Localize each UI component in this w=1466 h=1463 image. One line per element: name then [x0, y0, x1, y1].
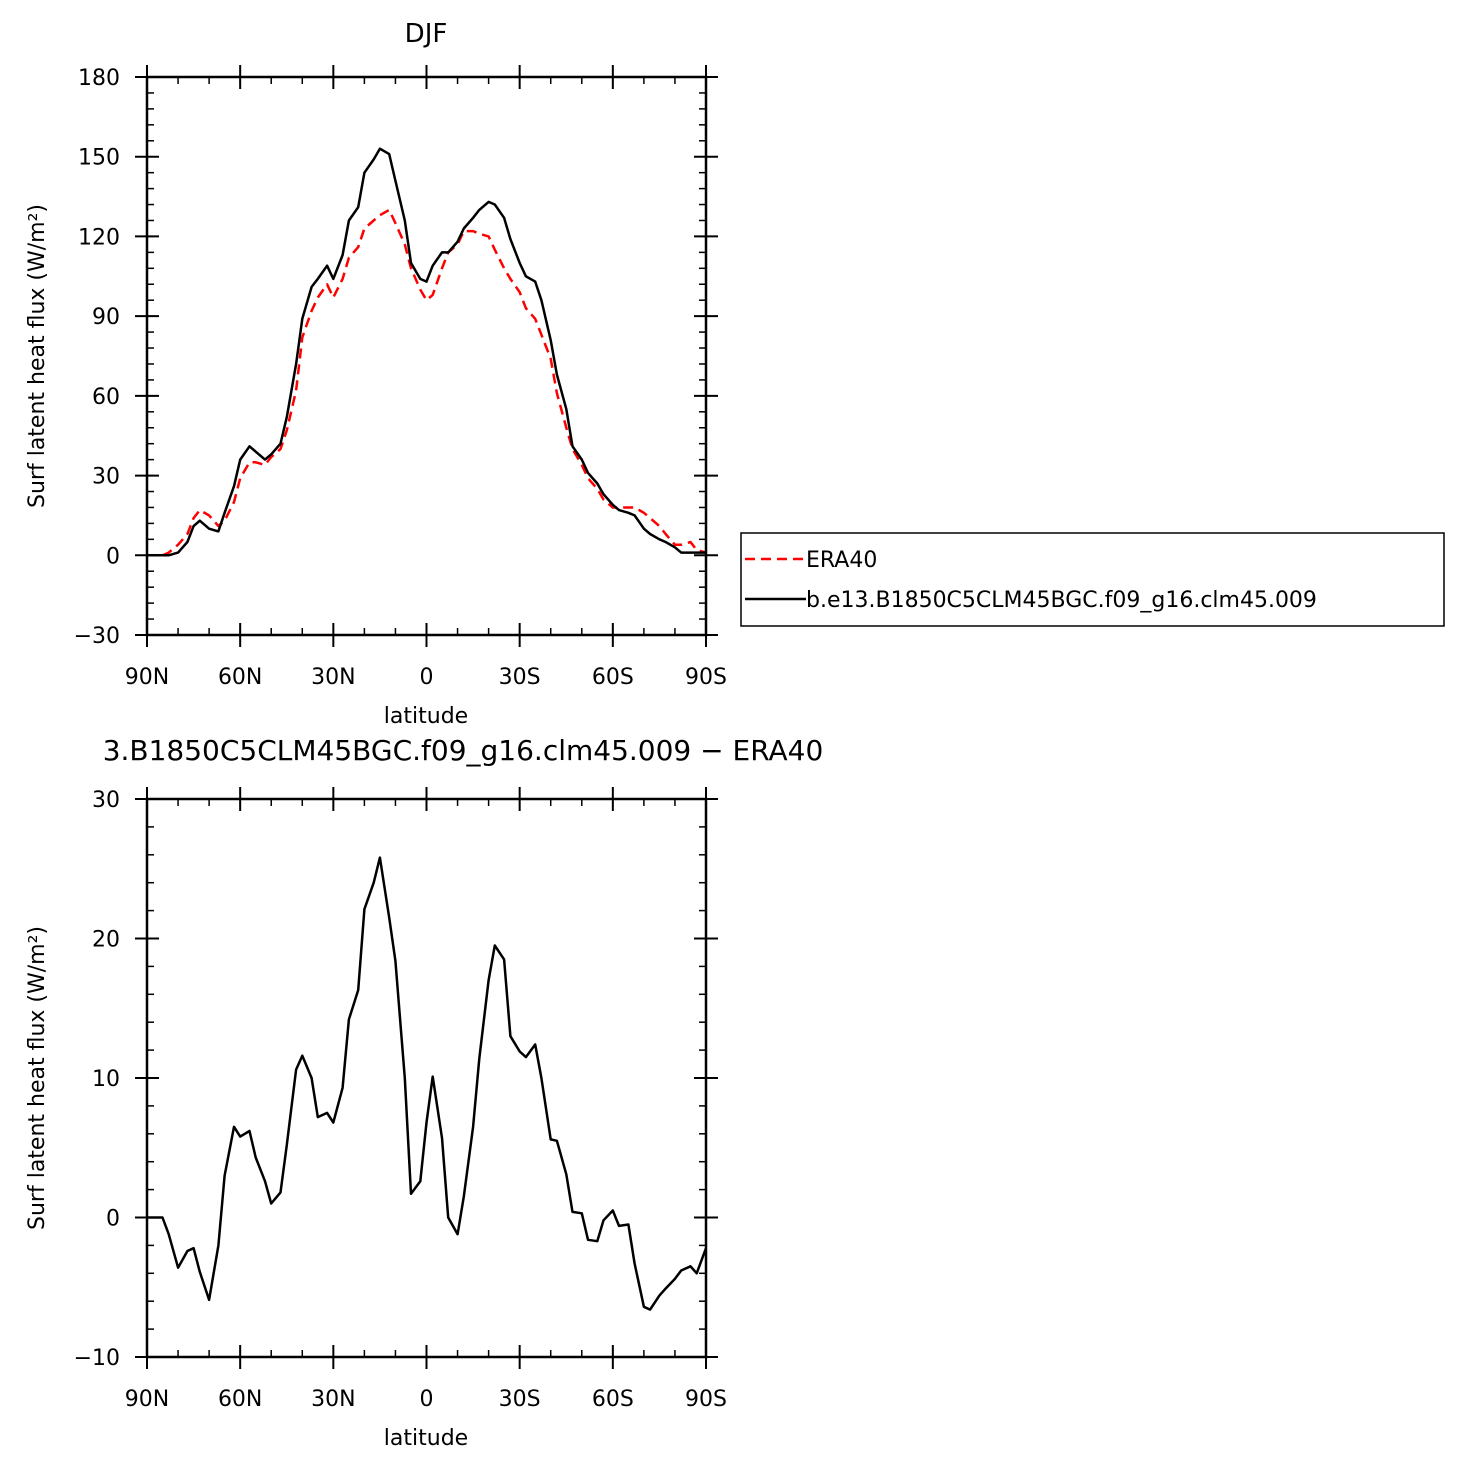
top-panel-xlabel: latitude — [384, 704, 468, 729]
legend: ERA40 b.e13.B1850C5CLM45BGC.f09_g16.clm4… — [740, 532, 1445, 627]
bottom-panel-ylabel: Surf latent heat flux (W/m²) — [25, 926, 50, 1230]
bottom-y-tick-label: −10 — [74, 1346, 120, 1371]
top-y-tick-label: 180 — [78, 66, 120, 91]
top-y-tick-label: 0 — [106, 544, 120, 569]
legend-label-era40: ERA40 — [806, 548, 877, 573]
top-y-tick-label: −30 — [74, 624, 120, 649]
bottom-panel: 3.B1850C5CLM45BGC.f09_g16.clm45.009 − ER… — [25, 734, 823, 1451]
top-x-tick-label: 60N — [218, 665, 262, 690]
bottom-x-tick-label: 60N — [218, 1387, 262, 1412]
top-y-tick-label: 60 — [92, 385, 120, 410]
bottom-x-tick-label: 30S — [499, 1387, 541, 1412]
top-y-tick-label: 120 — [78, 225, 120, 250]
bottom-y-tick-label: 0 — [106, 1207, 120, 1232]
top-panel-axes: 90N 60N 30N 0 30S 60S 90S −30 0 30 60 90 120 150 180 — [74, 65, 727, 690]
top-y-tick-label: 30 — [92, 465, 120, 490]
top-series-line-1 — [147, 147, 706, 557]
legend-label-model: b.e13.B1850C5CLM45BGC.f09_g16.clm45.009 — [806, 588, 1317, 613]
bottom-panel-xlabel: latitude — [384, 1426, 468, 1451]
bottom-x-tick-label: 30N — [311, 1387, 355, 1412]
bottom-y-tick-label: 30 — [92, 788, 120, 813]
bottom-x-tick-label: 60S — [592, 1387, 634, 1412]
bottom-panel-title: 3.B1850C5CLM45BGC.f09_g16.clm45.009 − ER… — [103, 734, 824, 767]
bottom-series-line-0 — [147, 856, 708, 1311]
top-panel-ylabel: Surf latent heat flux (W/m²) — [25, 204, 50, 508]
bottom-panel-lines — [147, 856, 708, 1311]
bottom-x-tick-label: 0 — [420, 1387, 434, 1412]
top-series-line-0 — [147, 208, 707, 557]
bottom-y-tick-label: 10 — [92, 1067, 120, 1092]
top-x-tick-label: 0 — [420, 665, 434, 690]
bottom-panel-plot-frame — [145, 797, 708, 1359]
top-y-tick-label: 150 — [78, 146, 120, 171]
top-x-tick-label: 30S — [499, 665, 541, 690]
legend-box — [740, 532, 1445, 627]
top-x-tick-label: 30N — [311, 665, 355, 690]
bottom-x-tick-label: 90S — [685, 1387, 727, 1412]
top-panel: DJF Surf latent heat flux (W/m²) latitud… — [25, 19, 727, 729]
bottom-y-tick-label: 20 — [92, 928, 120, 953]
top-panel-title: DJF — [405, 19, 448, 49]
bottom-x-tick-label: 90N — [125, 1387, 169, 1412]
bottom-panel-axes: 90N 60N 30N 0 30S 60S 90S −10 0 10 20 30 — [74, 787, 727, 1412]
top-x-tick-label: 90S — [685, 665, 727, 690]
top-x-tick-label: 60S — [592, 665, 634, 690]
top-panel-plot-frame — [145, 75, 708, 637]
top-panel-lines — [147, 147, 707, 557]
top-y-tick-label: 90 — [92, 305, 120, 330]
top-x-tick-label: 90N — [125, 665, 169, 690]
